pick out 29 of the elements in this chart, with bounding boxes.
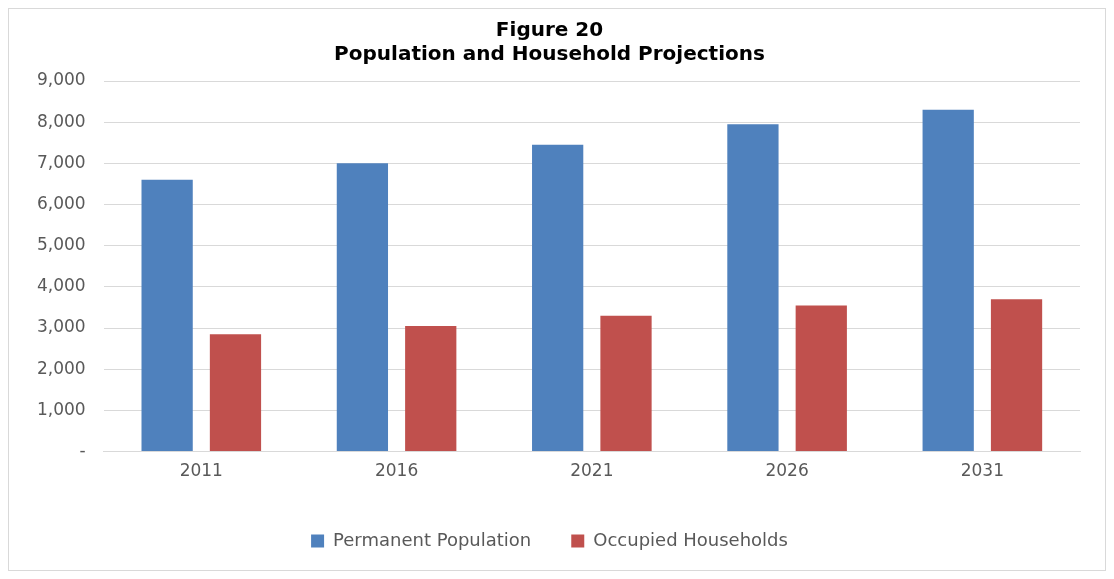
y-tick-label: 7,000	[37, 151, 86, 172]
y-tick-label: 4,000	[37, 275, 86, 296]
bar	[532, 144, 584, 452]
x-tick-label: 2031	[960, 460, 1004, 481]
y-tick-label: -	[79, 440, 86, 461]
bar	[405, 326, 457, 452]
x-tick-label: 2021	[570, 460, 614, 481]
bar	[209, 334, 262, 452]
legend-label: Occupied Households	[593, 528, 788, 550]
bar	[922, 109, 974, 452]
x-tick-label: 2026	[765, 460, 809, 481]
x-tick-label: 2011	[179, 460, 223, 481]
chart-title: Figure 20	[495, 17, 604, 42]
y-tick-label: 2,000	[37, 357, 86, 378]
x-tick-label: 2016	[374, 460, 419, 481]
chart-subtitle: Population and Household Projections	[334, 41, 765, 66]
y-tick-label: 3,000	[37, 316, 86, 337]
bar	[795, 305, 847, 452]
bar	[141, 179, 193, 452]
bar	[727, 124, 779, 452]
y-tick-label: 9,000	[37, 69, 86, 90]
y-tick-label: 8,000	[37, 110, 86, 131]
y-tick-label: 6,000	[37, 192, 86, 213]
bar	[336, 163, 389, 452]
legend-label: Permanent Population	[333, 528, 532, 550]
bar	[990, 299, 1043, 452]
bar	[600, 315, 652, 452]
y-tick-label: 5,000	[37, 234, 86, 255]
y-tick-label: 1,000	[37, 398, 86, 419]
